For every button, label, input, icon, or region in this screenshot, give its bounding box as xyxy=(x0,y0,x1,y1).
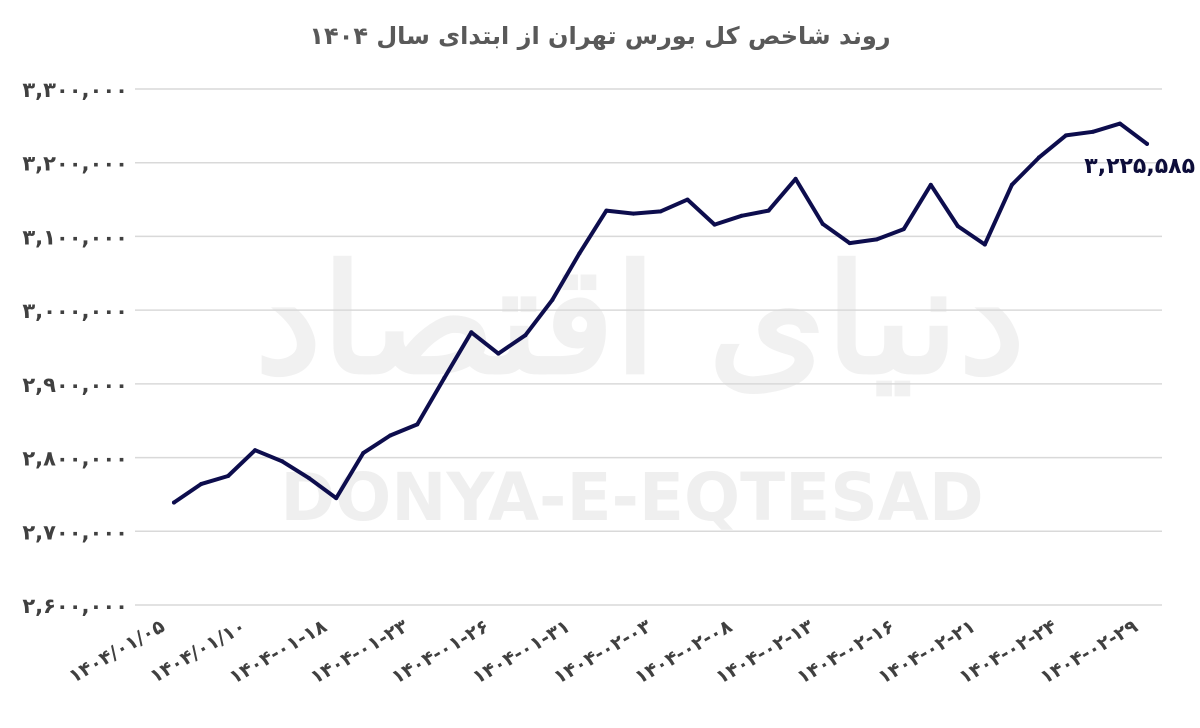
data-point xyxy=(1090,129,1095,134)
data-point xyxy=(361,451,366,456)
data-point xyxy=(307,476,312,481)
data-point xyxy=(388,433,393,438)
data-point xyxy=(172,500,176,505)
data-point xyxy=(523,333,528,338)
y-tick-label: ۲,۸۰۰,۰۰۰ xyxy=(22,447,128,471)
data-point xyxy=(1009,182,1014,187)
data-point xyxy=(1117,121,1122,126)
data-point xyxy=(685,197,690,202)
watermark: دنیای اقتصاد DONYA-E-EQTESAD xyxy=(255,232,1025,536)
data-point xyxy=(226,474,231,478)
data-point xyxy=(199,482,204,487)
watermark-text: DONYA-E-EQTESAD xyxy=(280,459,983,536)
y-tick-label: ۳,۳۰۰,۰۰۰ xyxy=(22,78,128,102)
data-point xyxy=(928,182,933,187)
data-point xyxy=(334,496,339,501)
data-point xyxy=(847,241,852,246)
data-point xyxy=(766,208,771,213)
data-point xyxy=(874,237,879,242)
x-axis-ticks: ۱۴۰۴/۰۱/۰۵۱۴۰۴/۰۱/۱۰۱۴۰۴-۰۱-۱۸۱۴۰۴-۰۱-۲۳… xyxy=(65,615,1142,689)
y-tick-label: ۲,۹۰۰,۰۰۰ xyxy=(22,373,128,397)
data-point xyxy=(820,221,825,226)
y-tick-label: ۲,۶۰۰,۰۰۰ xyxy=(22,594,128,618)
data-point xyxy=(496,351,501,356)
last-value-label: ۳,۲۲۵,۵۸۵ xyxy=(1084,154,1195,179)
data-point xyxy=(415,422,420,427)
data-point xyxy=(253,448,258,453)
y-tick-label: ۳,۰۰۰,۰۰۰ xyxy=(22,299,128,323)
chart-title: روند شاخص کل بورس تهران از ابتدای سال ۱۴… xyxy=(309,22,890,50)
data-point xyxy=(1145,141,1149,146)
data-point xyxy=(577,251,582,256)
data-point xyxy=(982,242,987,247)
data-point xyxy=(550,297,555,302)
watermark-logo: دنیای اقتصاد xyxy=(255,232,1025,408)
series-layer xyxy=(172,121,1149,505)
data-point xyxy=(631,211,636,216)
data-point xyxy=(280,459,285,464)
data-point xyxy=(658,209,663,214)
data-point xyxy=(442,375,447,380)
data-point xyxy=(604,208,609,213)
data-point xyxy=(901,227,906,232)
y-tick-label: ۳,۲۰۰,۰۰۰ xyxy=(22,152,128,176)
y-tick-label: ۲,۷۰۰,۰۰۰ xyxy=(22,520,128,544)
data-point xyxy=(1063,133,1068,138)
y-tick-label: ۳,۱۰۰,۰۰۰ xyxy=(22,225,128,249)
data-point xyxy=(469,330,474,335)
y-axis-ticks: ۲,۶۰۰,۰۰۰ ۲,۷۰۰,۰۰۰ ۲,۸۰۰,۰۰۰ ۲,۹۰۰,۰۰۰ ۳,۰۰… xyxy=(22,78,128,618)
data-point xyxy=(1036,155,1041,160)
data-point xyxy=(955,224,960,229)
data-point xyxy=(712,222,717,227)
data-labels: ۳,۲۲۵,۵۸۵ xyxy=(1084,154,1195,179)
data-point xyxy=(739,213,744,218)
data-point xyxy=(793,176,798,181)
gridlines xyxy=(135,88,1162,606)
